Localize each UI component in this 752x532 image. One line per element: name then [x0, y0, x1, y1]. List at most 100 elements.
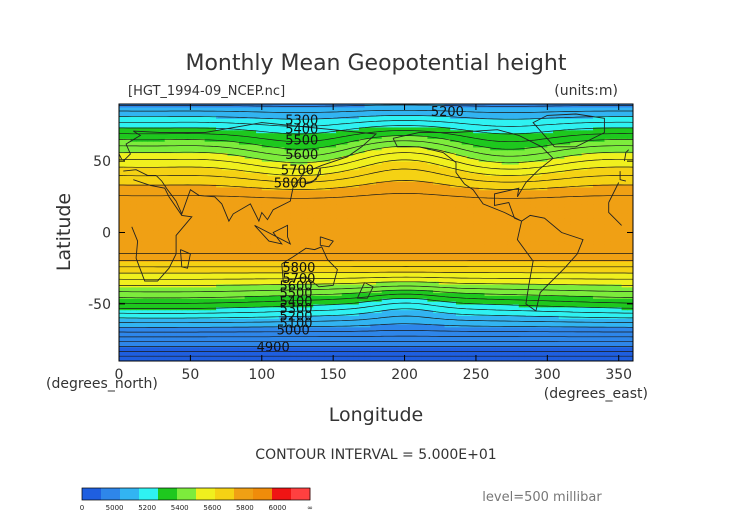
band-cell: [393, 332, 400, 336]
band-cell: [278, 301, 286, 305]
band-cell: [301, 215, 309, 219]
band-cell: [581, 203, 588, 208]
band-cell: [238, 323, 246, 328]
band-cell: [478, 358, 486, 361]
band-cell: [553, 355, 560, 359]
band-cell: [336, 343, 343, 348]
band-cell: [341, 261, 349, 265]
band-cell: [267, 326, 274, 331]
band-cell: [307, 306, 314, 311]
band-cell: [627, 329, 633, 334]
band-cell: [598, 241, 606, 245]
band-cell: [547, 263, 554, 268]
band-cell: [176, 238, 183, 242]
band-cell: [261, 358, 269, 361]
band-cell: [604, 303, 611, 308]
band-cell: [204, 332, 211, 336]
band-cell: [216, 343, 223, 348]
band-cell: [336, 303, 343, 308]
band-cell: [524, 249, 531, 254]
band-cell: [438, 223, 446, 228]
band-cell: [210, 272, 217, 276]
band-cell: [438, 221, 446, 225]
band-cell: [124, 203, 132, 208]
band-cell: [541, 246, 548, 251]
band-cell: [170, 286, 177, 291]
band-cell: [387, 252, 394, 256]
band-cell: [604, 306, 611, 311]
band-cell: [347, 243, 354, 248]
band-cell: [370, 252, 377, 256]
band-cell: [290, 329, 297, 334]
band-cell: [553, 235, 560, 239]
band-cell: [410, 246, 417, 251]
band-cell: [421, 249, 428, 254]
band-cell: [387, 295, 394, 299]
band-cell: [124, 226, 132, 231]
band-cell: [376, 301, 383, 305]
band-cell: [530, 269, 537, 274]
band-cell: [598, 338, 606, 342]
band-cell: [535, 218, 543, 222]
band-cell: [404, 315, 411, 319]
band-cell: [198, 203, 206, 208]
band-cell: [130, 243, 137, 248]
band-cell: [421, 341, 428, 345]
band-cell: [301, 212, 309, 216]
band-cell: [198, 332, 206, 336]
band-cell: [233, 326, 240, 331]
band-cell: [615, 218, 623, 222]
band-cell: [216, 275, 223, 279]
band-cell: [233, 218, 240, 222]
band-cell: [181, 341, 189, 345]
band-cell: [267, 312, 274, 316]
band-cell: [530, 341, 537, 345]
band-cell: [433, 235, 440, 239]
band-cell: [181, 315, 189, 319]
band-cell: [136, 309, 143, 314]
band-cell: [273, 341, 280, 345]
band-cell: [615, 252, 623, 256]
band-cell: [313, 243, 320, 248]
band-cell: [615, 272, 623, 276]
band-cell: [124, 221, 132, 225]
band-cell: [490, 218, 497, 222]
band-cell: [158, 315, 166, 319]
band-cell: [296, 229, 303, 234]
band-cell: [216, 315, 223, 319]
band-cell: [518, 261, 526, 265]
band-cell: [364, 332, 371, 336]
band-cell: [610, 218, 617, 222]
band-cell: [461, 235, 468, 239]
band-cell: [581, 283, 588, 288]
band-cell: [370, 301, 377, 305]
band-cell: [467, 301, 474, 305]
band-cell: [238, 266, 246, 271]
band-cell: [461, 355, 468, 359]
band-cell: [415, 226, 423, 231]
band-cell: [124, 332, 132, 336]
band-cell: [467, 295, 474, 299]
band-cell: [233, 255, 240, 259]
band-cell: [450, 309, 457, 314]
band-cell: [627, 235, 633, 239]
band-cell: [353, 292, 360, 296]
band-cell: [341, 215, 349, 219]
band-cell: [273, 232, 280, 236]
band-cell: [473, 206, 480, 211]
band-cell: [427, 241, 434, 245]
band-cell: [164, 301, 171, 305]
band-cell: [433, 292, 440, 296]
band-cell: [324, 212, 331, 216]
band-cell: [278, 241, 286, 245]
band-cell: [250, 212, 257, 216]
band-cell: [198, 238, 206, 242]
band-cell: [478, 338, 486, 342]
band-cell: [398, 266, 406, 271]
band-cell: [495, 218, 503, 222]
band-cell: [444, 266, 451, 271]
band-cell: [467, 318, 474, 322]
band-cell: [198, 352, 206, 356]
band-cell: [598, 221, 606, 225]
band-cell: [164, 266, 171, 271]
